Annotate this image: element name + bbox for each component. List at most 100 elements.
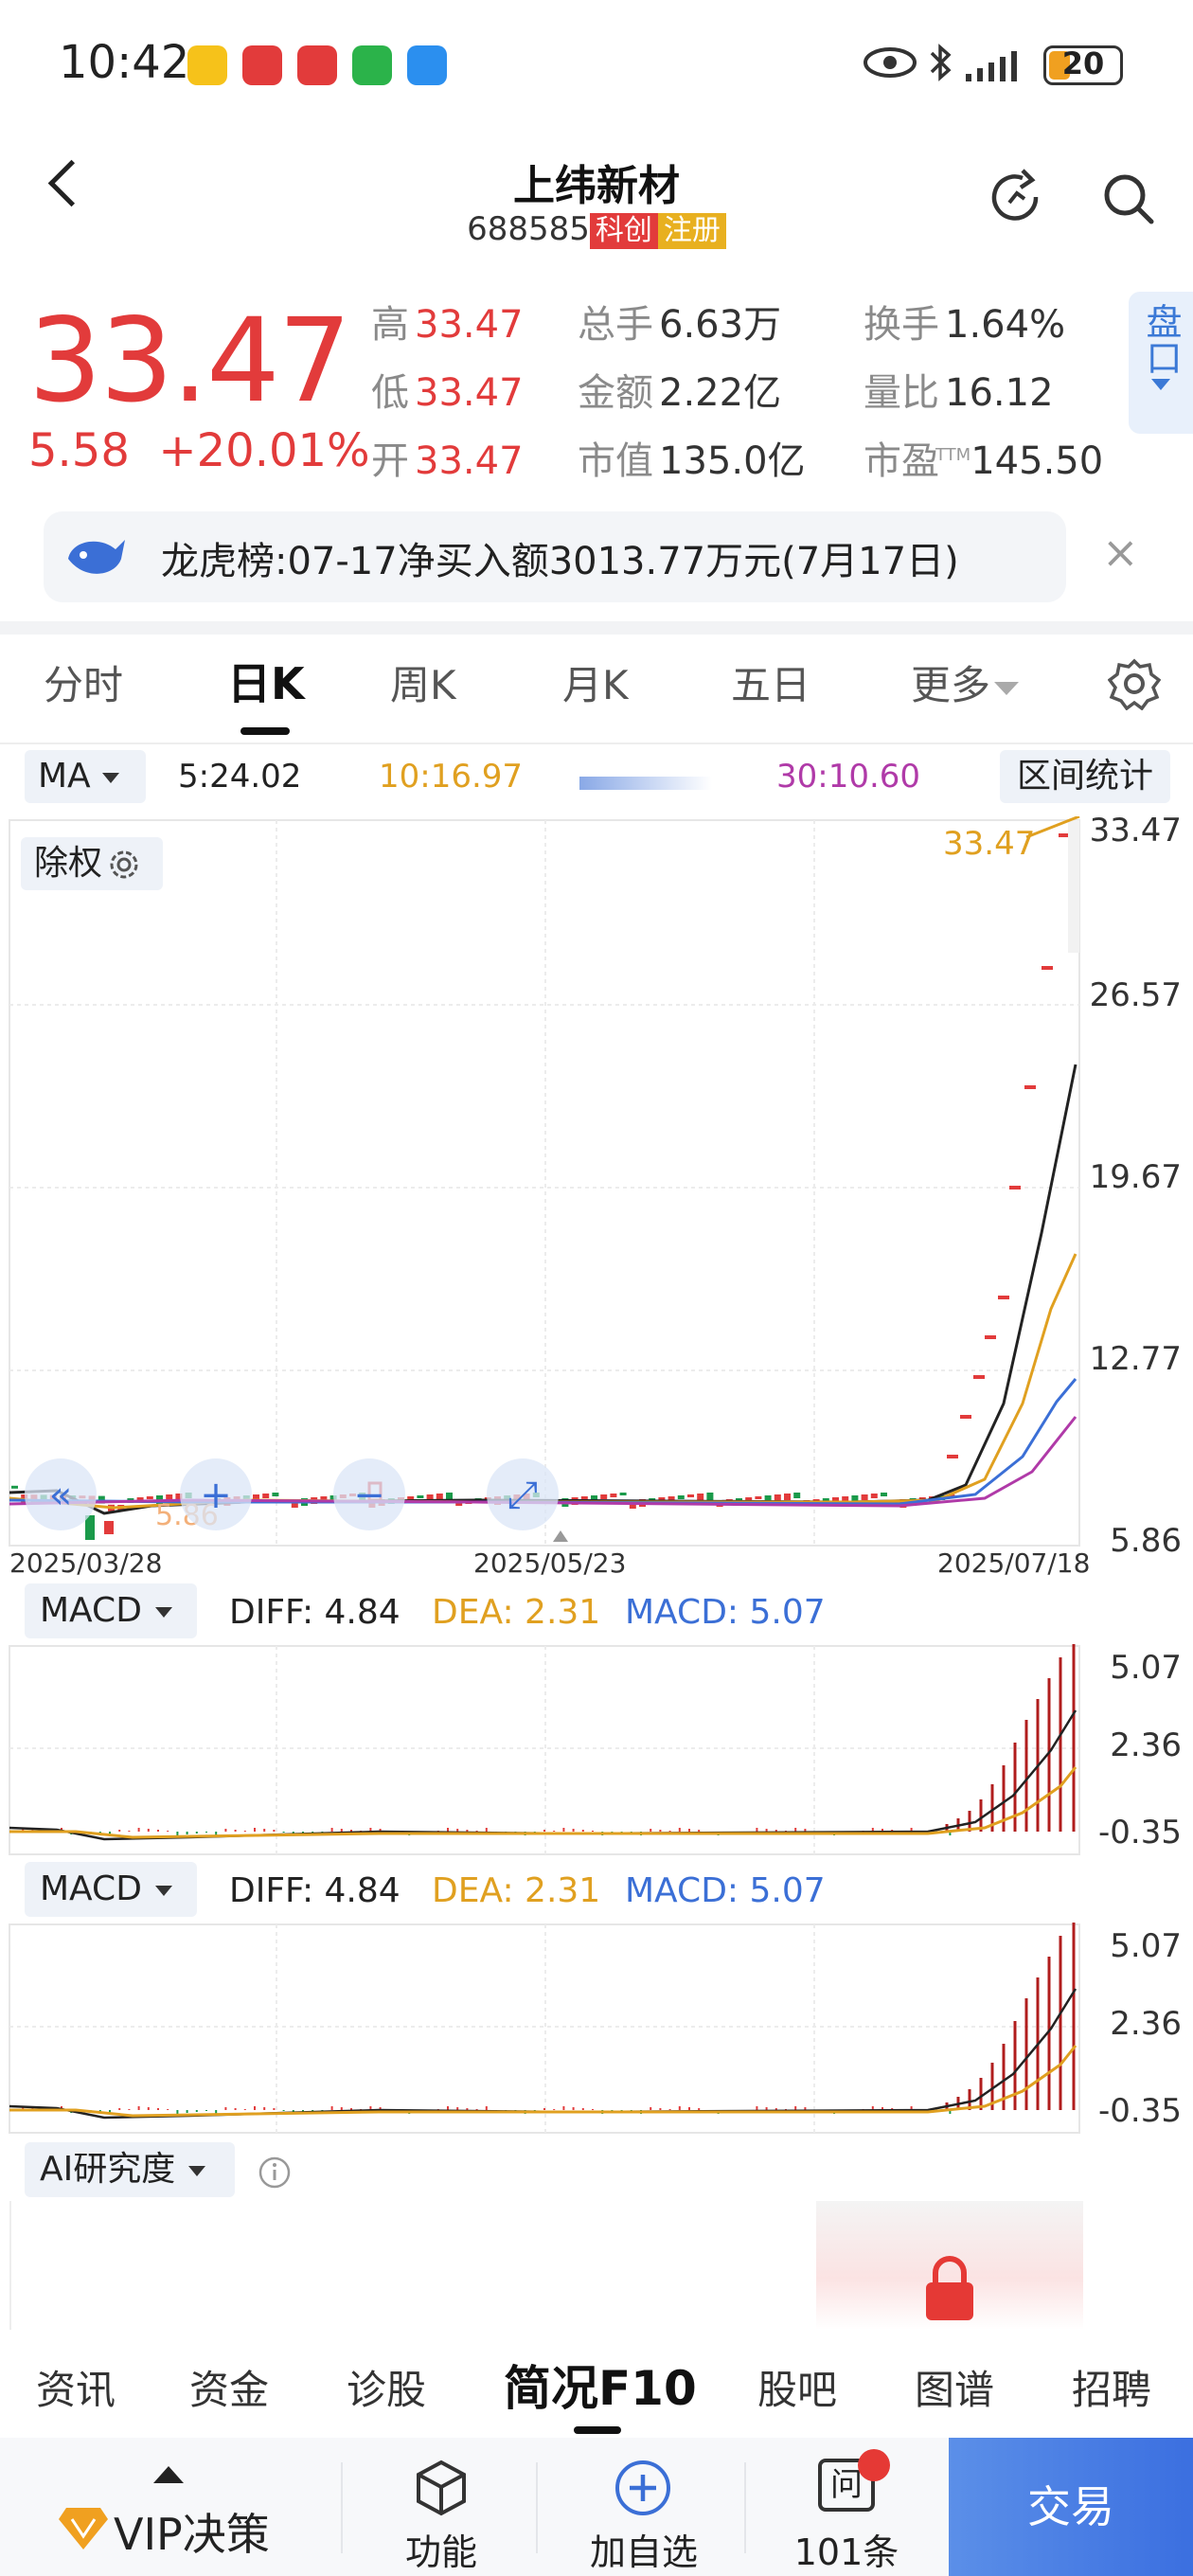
candle: [272, 1493, 279, 1496]
kline-chart[interactable]: 33.47 26.57 19.67 12.77 5.86 2025/03/28 2025/0…: [0, 816, 1193, 1583]
last-price-label: 33.47: [943, 825, 1035, 863]
candle: [426, 1494, 434, 1503]
stock-code-row: 688585 科创 注册: [0, 210, 1193, 249]
macd-selector-1[interactable]: MACD: [25, 1583, 197, 1638]
candle: [591, 1495, 597, 1501]
macd-selector-2[interactable]: MACD: [25, 1862, 197, 1917]
diff-line: [9, 1988, 1077, 2120]
tab-weekly-k[interactable]: 周K: [390, 662, 456, 708]
btab-f10[interactable]: 简况F10: [504, 2361, 697, 2416]
divider: [744, 2462, 746, 2553]
locked-card[interactable]: [816, 2201, 1083, 2330]
macd-chart-1[interactable]: 5.07 2.36 -0.35: [0, 1644, 1193, 1860]
btab-graph[interactable]: 图谱: [915, 2367, 995, 2413]
candle: [764, 1495, 772, 1504]
stat-pe: 市盈TTM145.50: [864, 439, 1104, 483]
whale-icon: [68, 540, 125, 574]
ma10-value: 10:16.97: [379, 758, 524, 796]
vip-diamond-icon: [59, 2508, 108, 2549]
btab-funds[interactable]: 资金: [189, 2367, 270, 2413]
tab-monthly-k[interactable]: 月K: [562, 662, 629, 708]
stat-high: 高 33.47: [371, 303, 524, 347]
last-price-leader: [1025, 816, 1080, 839]
diff-line: [9, 1709, 1077, 1841]
candle: [861, 1494, 868, 1500]
app-notification-icon: [242, 45, 282, 85]
refresh-icon[interactable]: [988, 169, 1049, 229]
change-amount: 5.58: [28, 424, 130, 477]
stat-turnover: 换手 1.64%: [864, 303, 1066, 347]
ai-research-selector[interactable]: AI研究度: [25, 2142, 235, 2197]
tab-daily-k[interactable]: 日K: [227, 658, 305, 709]
candle: [146, 1496, 153, 1499]
caret-down-icon: [188, 2165, 206, 2176]
btab-news[interactable]: 资讯: [36, 2367, 116, 2413]
dragon-tiger-banner[interactable]: [44, 511, 1066, 602]
btab-recruit[interactable]: 招聘: [1072, 2367, 1152, 2413]
candle: [600, 1494, 608, 1499]
candle: [755, 1496, 762, 1499]
macd-chart-2[interactable]: 5.07 2.36 -0.35: [0, 1923, 1193, 2138]
status-time: 10:42: [59, 36, 190, 89]
candle: [851, 1495, 859, 1502]
battery-icon: 20: [1043, 45, 1123, 85]
btab-diagnose[interactable]: 诊股: [347, 2367, 427, 2413]
tab-more[interactable]: 更多: [911, 653, 1020, 711]
macd2-diff: DIFF: 4.84: [229, 1871, 401, 1910]
caret-up-icon[interactable]: [153, 2466, 184, 2483]
trade-button[interactable]: 交易: [949, 2438, 1193, 2576]
search-icon[interactable]: [1098, 169, 1159, 229]
candle: [610, 1494, 617, 1497]
macd2-macd: MACD: 5.07: [625, 1871, 826, 1910]
y-axis-label: 5.86: [1110, 1522, 1182, 1560]
ma-selector[interactable]: MA: [25, 750, 146, 803]
vip-decision-button[interactable]: VIP决策: [114, 2509, 270, 2560]
price-scale-band: [1068, 820, 1079, 953]
stat-amount: 金额 2.22亿: [578, 371, 782, 415]
range-stats-button[interactable]: 区间统计: [1000, 750, 1170, 803]
function-button[interactable]: 功能: [404, 2531, 477, 2573]
pankou-button[interactable]: 盘口: [1129, 292, 1193, 434]
price-change: 5.58 +20.01%: [28, 424, 370, 477]
info-icon[interactable]: [258, 2156, 292, 2190]
tab-five-day[interactable]: 五日: [731, 662, 811, 708]
ex-rights-button[interactable]: 除权: [21, 837, 163, 890]
tab-fenshi[interactable]: 分时: [44, 662, 124, 708]
y-axis-label: 33.47: [1090, 816, 1182, 850]
message-icon: [407, 45, 447, 85]
weibo-icon: [187, 45, 227, 85]
candle: [881, 1493, 887, 1496]
ma5-value: 5:24.02: [178, 758, 302, 796]
settings-gear-icon[interactable]: [1108, 657, 1161, 710]
candle: [745, 1497, 753, 1501]
candle: [822, 1498, 829, 1501]
y-axis-label: -0.35: [1098, 2092, 1182, 2130]
candle: [677, 1495, 685, 1499]
candle: [166, 1494, 173, 1502]
candle: [706, 1493, 714, 1500]
candle: [417, 1495, 424, 1498]
candle: [104, 1521, 114, 1534]
divider: [341, 2462, 343, 2553]
stock-name: 上纬新材: [513, 162, 680, 210]
banner-close-icon[interactable]: ×: [1102, 527, 1139, 578]
dea-line: [9, 1766, 1077, 1839]
caret-down-icon: [1151, 379, 1170, 390]
btab-forum[interactable]: 股吧: [757, 2367, 838, 2413]
lock-icon: [926, 2256, 973, 2320]
ma20-value-faded: [579, 777, 712, 790]
stat-low: 低 33.47: [371, 371, 524, 415]
add-watchlist-button[interactable]: 加自选: [589, 2531, 698, 2573]
candle: [407, 1496, 415, 1500]
qa-messages-button[interactable]: 101条: [793, 2531, 899, 2573]
banner-text: 龙虎榜:07-17净买入额3013.77万元(7月17日): [161, 540, 959, 583]
battery-level: 20: [1061, 45, 1105, 81]
candle: [436, 1494, 443, 1501]
stock-code: 688585: [467, 210, 590, 248]
tab-underline: [240, 727, 290, 735]
zoom-out-icon: −: [353, 1474, 385, 1517]
wechat-icon: [352, 45, 392, 85]
candle: [687, 1494, 694, 1497]
signal-icon: [966, 51, 1017, 81]
tag-kechuang: 科创: [589, 212, 658, 249]
